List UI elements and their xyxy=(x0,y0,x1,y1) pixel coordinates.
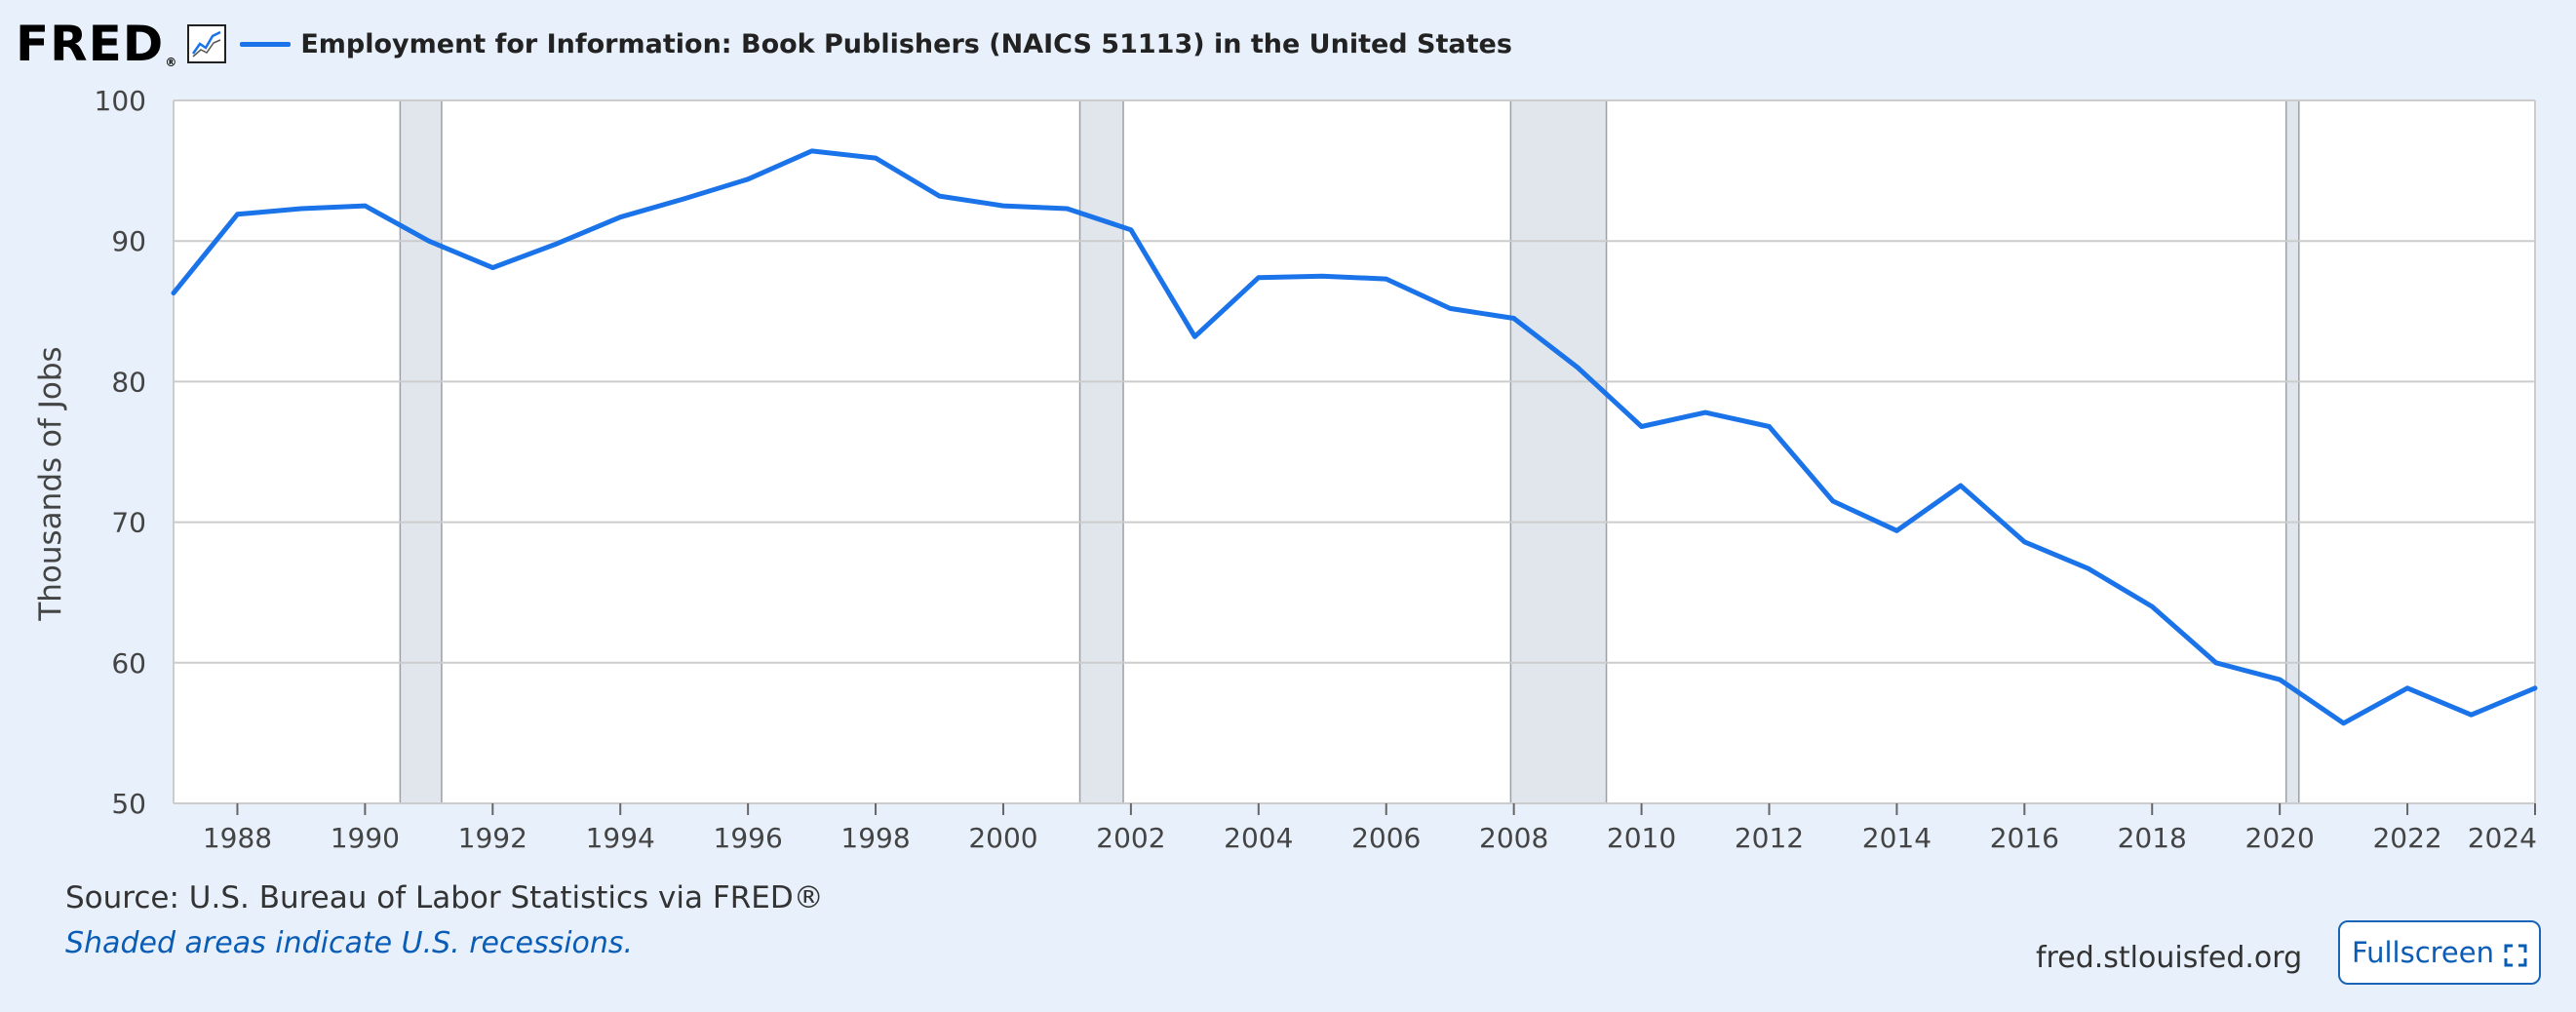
recession-shade-0 xyxy=(399,99,443,804)
data-point-2012 xyxy=(1767,425,1771,429)
x-tick-label-1988: 1988 xyxy=(203,822,272,854)
data-point-2013 xyxy=(1831,499,1835,503)
data-point-1989 xyxy=(299,207,303,211)
data-point-1994 xyxy=(618,215,622,219)
data-point-2001 xyxy=(1065,207,1069,211)
site-url[interactable]: fred.stlouisfed.org xyxy=(2036,941,2303,975)
data-point-1988 xyxy=(235,213,239,216)
data-point-2009 xyxy=(1576,366,1580,370)
x-tick-label-1992: 1992 xyxy=(458,822,527,854)
legend-line-swatch xyxy=(240,41,292,47)
x-tick-label-2024: 2024 xyxy=(2468,822,2537,854)
data-point-2024 xyxy=(2533,686,2537,690)
expand-icon xyxy=(2504,941,2527,967)
data-point-2022 xyxy=(2405,686,2409,690)
data-point-2023 xyxy=(2470,713,2474,717)
recession-note: Shaded areas indicate U.S. recessions. xyxy=(65,926,634,960)
x-tick-label-2022: 2022 xyxy=(2372,822,2441,854)
data-point-1987 xyxy=(172,292,176,295)
source-note: Source: U.S. Bureau of Labor Statistics … xyxy=(65,880,824,915)
data-point-1991 xyxy=(427,239,431,243)
data-point-2018 xyxy=(2150,604,2154,608)
x-tick-label-2000: 2000 xyxy=(968,822,1037,854)
fred-logo-text: FRED xyxy=(16,16,165,72)
data-point-2002 xyxy=(1129,228,1133,232)
y-tick-label-70: 70 xyxy=(111,507,146,539)
x-tick-label-2006: 2006 xyxy=(1351,822,1421,854)
x-tick-label-1994: 1994 xyxy=(586,822,655,854)
data-point-2021 xyxy=(2342,721,2346,725)
x-tick-label-2012: 2012 xyxy=(1735,822,1804,854)
data-point-2008 xyxy=(1512,317,1516,321)
x-tick-label-1998: 1998 xyxy=(840,822,910,854)
data-point-2015 xyxy=(1959,484,1963,487)
data-point-2000 xyxy=(1001,204,1005,208)
x-tick-label-2002: 2002 xyxy=(1096,822,1165,854)
fullscreen-label: Fullscreen xyxy=(2352,936,2494,969)
x-tick-label-2008: 2008 xyxy=(1479,822,1548,854)
chart-header: FRED® Employment for Information: Book P… xyxy=(16,14,1512,74)
x-tick-label-1990: 1990 xyxy=(331,822,400,854)
data-point-2003 xyxy=(1192,334,1196,338)
data-point-1995 xyxy=(683,197,686,201)
data-point-2011 xyxy=(1703,410,1707,414)
y-tick-label-80: 80 xyxy=(111,366,146,398)
data-point-1998 xyxy=(874,156,878,160)
data-point-2010 xyxy=(1640,425,1644,429)
data-point-2016 xyxy=(2022,540,2026,544)
y-tick-label-50: 50 xyxy=(111,788,146,820)
recession-shade-1 xyxy=(1078,99,1124,804)
data-point-2005 xyxy=(1320,274,1324,278)
fred-logo[interactable]: FRED® xyxy=(16,19,177,68)
data-point-2020 xyxy=(2278,678,2282,681)
x-tick-label-2004: 2004 xyxy=(1224,822,1293,854)
data-point-1990 xyxy=(363,204,367,208)
data-point-1992 xyxy=(490,266,494,270)
y-axis-label: Thousands of Jobs xyxy=(33,346,68,621)
fullscreen-button[interactable]: Fullscreen xyxy=(2338,920,2541,985)
recession-shade-3 xyxy=(2284,99,2300,804)
x-tick-label-2014: 2014 xyxy=(1862,822,1932,854)
data-point-2007 xyxy=(1448,306,1452,310)
series-line-0 xyxy=(171,148,2538,726)
data-point-1996 xyxy=(746,177,750,181)
line-chart: 50 60 70 80 90 100 1988 1990 1992 1994 1996 1998 20… xyxy=(33,85,2538,854)
data-point-1999 xyxy=(938,194,942,198)
data-point-2019 xyxy=(2214,661,2218,665)
x-tick-label-2010: 2010 xyxy=(1607,822,1676,854)
data-point-2006 xyxy=(1385,277,1388,281)
y-tick-label-90: 90 xyxy=(111,225,146,257)
y-tick-label-100: 100 xyxy=(95,85,146,117)
fred-logo-mark: ® xyxy=(165,56,178,69)
x-tick-label-2018: 2018 xyxy=(2118,822,2187,854)
y-tick-label-60: 60 xyxy=(111,647,146,680)
data-point-1993 xyxy=(555,242,559,246)
data-point-2017 xyxy=(2087,566,2090,570)
x-tick-label-2020: 2020 xyxy=(2245,822,2315,854)
recession-shade-2 xyxy=(1509,99,1608,804)
data-point-2014 xyxy=(1894,528,1898,532)
chart-title: Employment for Information: Book Publish… xyxy=(300,28,1512,59)
x-tick-label-2016: 2016 xyxy=(1990,822,2059,854)
data-point-2004 xyxy=(1257,276,1261,280)
data-point-1997 xyxy=(810,149,814,153)
plot-area xyxy=(174,100,2535,803)
graph-icon[interactable] xyxy=(187,24,227,63)
x-tick-label-1996: 1996 xyxy=(714,822,783,854)
